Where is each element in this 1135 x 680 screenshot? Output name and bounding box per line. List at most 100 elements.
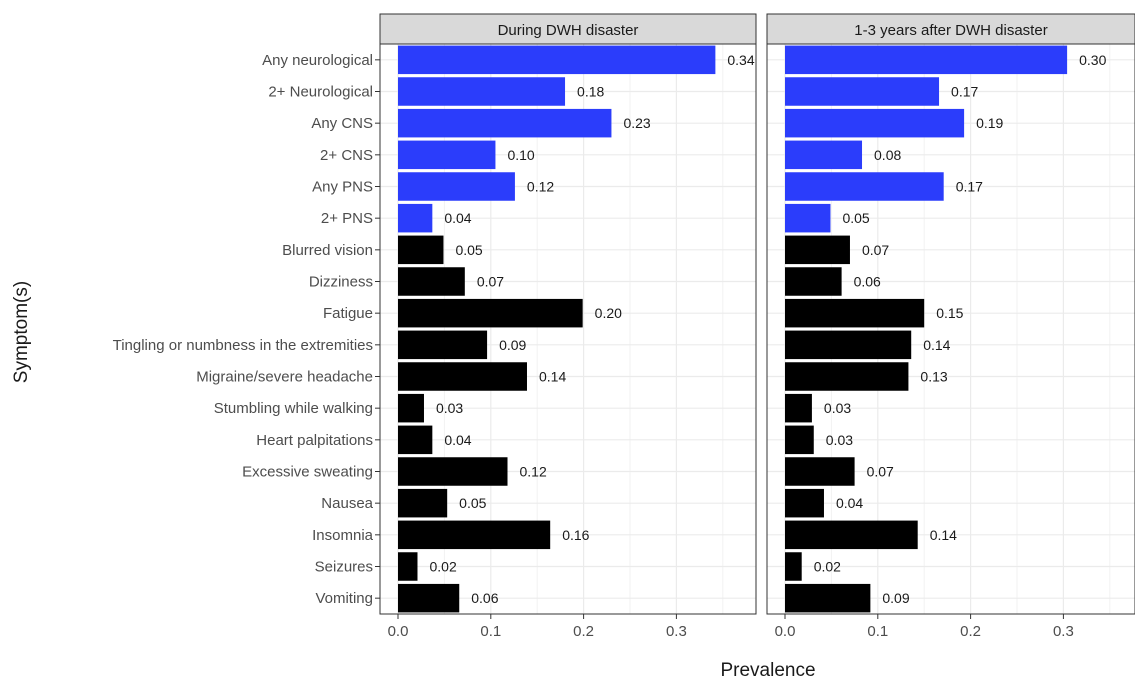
bar-value-label: 0.12: [520, 464, 547, 480]
bar-value-label: 0.14: [539, 369, 566, 385]
panel-2: 1-3 years after DWH disaster 0.30 0.17 0.19…: [766, 13, 1135, 640]
panel-border: [379, 43, 757, 615]
bar-1: [785, 45, 1068, 75]
y-tick-label: Fatigue: [323, 305, 373, 322]
panel-background: [380, 44, 756, 614]
bar-15: [785, 488, 824, 518]
bar-value-label: 0.03: [826, 432, 853, 448]
x-tick-label: 0.0: [775, 623, 796, 640]
bar-value-label: 0.06: [471, 590, 498, 606]
bar-value-label: 0.05: [455, 242, 482, 258]
bar-9: [398, 298, 583, 328]
y-tick-label: Stumbling while walking: [214, 400, 373, 417]
x-tick-label: 0.3: [1053, 623, 1074, 640]
bar-value-label: 0.17: [956, 179, 983, 195]
bar-11: [785, 362, 909, 391]
panel-strip: [766, 13, 1135, 45]
bar-15: [398, 488, 448, 518]
bar-8: [785, 267, 842, 296]
bar-value-label: 0.30: [1079, 52, 1106, 68]
bar-17: [398, 552, 418, 581]
bar-7: [785, 235, 850, 265]
bar-6: [398, 203, 433, 233]
bar-16: [398, 520, 551, 550]
x-tick-label: 0.1: [867, 623, 888, 640]
bar-value-label: 0.23: [623, 115, 650, 131]
bar-12: [398, 393, 424, 423]
x-tick-label: 0.0: [388, 623, 409, 640]
bar-14: [398, 457, 508, 486]
y-tick-label: Any PNS: [312, 179, 373, 196]
y-tick-label: Nausea: [321, 495, 373, 512]
bar-5: [785, 172, 944, 201]
bar-10: [785, 330, 912, 360]
y-tick-label: 2+ PNS: [321, 210, 373, 227]
bar-8: [398, 267, 465, 296]
panel-border: [766, 43, 1135, 615]
bar-5: [398, 172, 515, 201]
bar-value-label: 0.16: [562, 527, 589, 543]
panel-title: 1-3 years after DWH disaster: [854, 22, 1047, 39]
y-tick-label: Dizziness: [309, 274, 373, 291]
bar-3: [398, 108, 612, 138]
bar-value-label: 0.05: [842, 210, 869, 226]
bar-17: [785, 552, 802, 581]
y-tick-label: Any CNS: [311, 115, 373, 132]
y-tick-label: Migraine/severe headache: [196, 369, 373, 386]
bar-13: [785, 425, 814, 455]
y-tick-label: Insomnia: [312, 527, 374, 544]
y-tick-label: Any neurological: [262, 52, 373, 69]
bar-3: [785, 108, 965, 138]
bar-value-label: 0.04: [444, 432, 471, 448]
bar-value-label: 0.07: [862, 242, 889, 258]
y-tick-label: Blurred vision: [282, 242, 373, 259]
y-tick-label: Excessive sweating: [242, 464, 373, 481]
bar-16: [785, 520, 918, 550]
bar-2: [785, 77, 940, 106]
bar-value-label: 0.19: [976, 115, 1003, 131]
bar-value-label: 0.34: [727, 52, 754, 68]
bar-value-label: 0.14: [923, 337, 950, 353]
y-tick-label: Vomiting: [315, 590, 373, 607]
bar-value-label: 0.03: [436, 400, 463, 416]
y-tick-label: Tingling or numbness in the extremities: [113, 337, 373, 354]
bar-18: [785, 583, 871, 613]
bar-value-label: 0.17: [951, 84, 978, 100]
bar-18: [398, 583, 460, 613]
bar-value-label: 0.02: [814, 559, 841, 575]
bar-value-label: 0.20: [595, 305, 622, 321]
bar-13: [398, 425, 433, 455]
bar-1: [398, 45, 716, 75]
bar-value-label: 0.09: [499, 337, 526, 353]
y-tick-label: 2+ Neurological: [268, 84, 373, 101]
x-tick-label: 0.3: [666, 623, 687, 640]
bar-value-label: 0.13: [920, 369, 947, 385]
bar-12: [785, 393, 812, 423]
bar-value-label: 0.08: [874, 147, 901, 163]
bar-value-label: 0.07: [867, 464, 894, 480]
bar-value-label: 0.14: [930, 527, 957, 543]
bar-value-label: 0.18: [577, 84, 604, 100]
y-axis-title: Symptom(s): [11, 281, 32, 383]
bar-value-label: 0.12: [527, 179, 554, 195]
bar-value-label: 0.04: [444, 210, 471, 226]
bar-14: [785, 457, 855, 486]
bar-9: [785, 298, 925, 328]
bar-value-label: 0.02: [429, 559, 456, 575]
bar-value-label: 0.04: [836, 495, 863, 511]
bar-6: [785, 203, 831, 233]
panel-strip: [379, 13, 757, 45]
bar-4: [785, 140, 863, 170]
bar-value-label: 0.09: [882, 590, 909, 606]
x-tick-label: 0.1: [480, 623, 501, 640]
y-axis-tick-labels: Any neurological 2+ Neurological Any CNS 2+…: [113, 52, 380, 607]
y-tick-label: Seizures: [315, 559, 373, 576]
bar-10: [398, 330, 488, 360]
bar-value-label: 0.03: [824, 400, 851, 416]
x-axis-title: Prevalence: [720, 660, 815, 680]
bar-value-label: 0.10: [507, 147, 534, 163]
panel-title: During DWH disaster: [498, 22, 639, 39]
bar-value-label: 0.07: [477, 274, 504, 290]
bar-value-label: 0.06: [854, 274, 881, 290]
